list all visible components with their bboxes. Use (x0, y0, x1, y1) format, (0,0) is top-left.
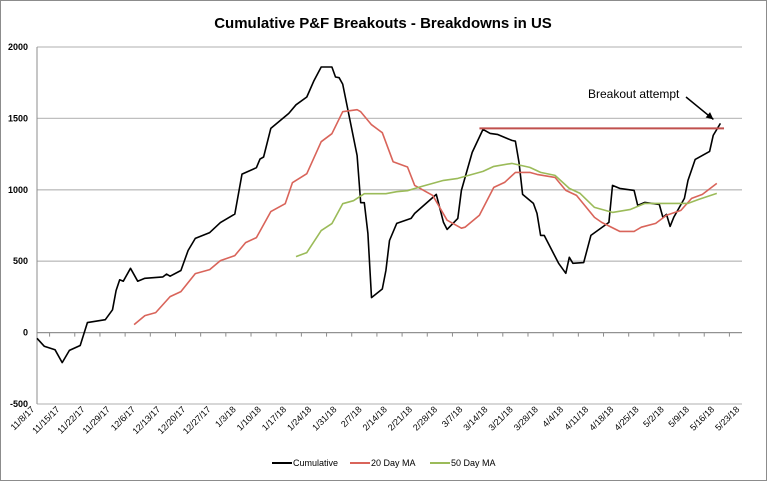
x-tick-label: 1/10/18 (235, 404, 263, 432)
chart-title: Cumulative P&F Breakouts - Breakdowns in… (214, 15, 552, 32)
x-tick-label: 1/24/18 (285, 404, 313, 432)
series-line-50-day-ma (295, 162, 718, 258)
y-tick-label: 500 (13, 256, 28, 266)
x-tick-label: 3/14/18 (461, 404, 489, 432)
x-tick-label: 3/21/18 (487, 404, 515, 432)
x-tick-label: 1/31/18 (310, 404, 338, 432)
x-tick-label: 3/28/18 (512, 404, 540, 432)
legend-label: 20 Day MA (371, 458, 416, 468)
series-lines (36, 66, 725, 364)
x-tick-label: 5/23/18 (713, 404, 741, 432)
series-line-20-day-ma (133, 108, 718, 326)
x-tick-label: 12/27/17 (181, 404, 213, 436)
x-tick-label: 4/25/18 (612, 404, 640, 432)
y-tick-label: 1500 (8, 113, 28, 123)
legend-label: 50 Day MA (451, 458, 496, 468)
legend-label: Cumulative (293, 458, 338, 468)
x-tick-label: 2/14/18 (361, 404, 389, 432)
annotation-text: Breakout attempt (588, 87, 680, 101)
y-tick-label: -500 (10, 399, 28, 409)
x-tick-label: 2/28/18 (411, 404, 439, 432)
x-tick-label: 11/29/17 (81, 404, 112, 435)
y-axis: 2000 1500 1000 500 0 -500 (8, 42, 38, 409)
y-tick-label: 1000 (8, 185, 28, 195)
x-tick-label: 4/18/18 (587, 404, 615, 432)
y-tick-label: 2000 (8, 42, 28, 52)
x-tick-label: 1/17/18 (260, 404, 288, 432)
x-tick-label: 2/21/18 (386, 404, 414, 432)
y-tick-label: 0 (23, 328, 28, 338)
series-line-cumulative (36, 66, 722, 364)
x-tick-label: 5/16/18 (688, 404, 716, 432)
annotation: Breakout attempt (588, 87, 714, 120)
x-axis: 11/8/1711/15/1711/22/1711/29/1712/6/1712… (9, 332, 742, 436)
x-tick-label: 4/11/18 (563, 404, 591, 432)
x-tick-label: 5/2/18 (641, 404, 666, 429)
legend: Cumulative 20 Day MA 50 Day MA (272, 458, 496, 468)
arrow-head-icon (705, 112, 714, 120)
